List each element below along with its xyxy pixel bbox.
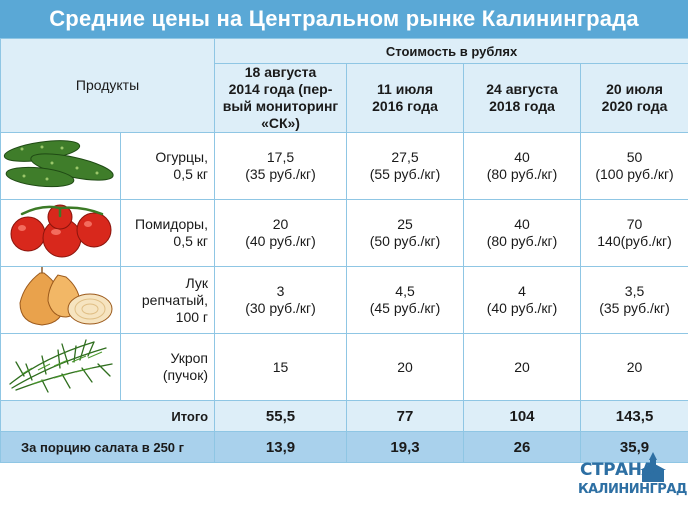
table-row: Огурцы, 0,5 кг 17,5 (35 руб./кг) 27,5 (55 … (0, 132, 688, 200)
date-header-2020: 20 июля 2020 года (580, 63, 688, 133)
brand-logo: СТРАНА КАЛИНИНГРАД (578, 452, 687, 502)
price-cell: 20 (40 руб./кг) (214, 199, 348, 267)
currency-header: Стоимость в рублях (214, 38, 688, 64)
title-bar: Средние цены на Центральном рынке Калини… (0, 0, 688, 38)
price-cell: 3,5 (35 руб./кг) (580, 266, 688, 334)
portion-label: За порцию салата в 250 г (0, 431, 216, 463)
portion-row: За порцию салата в 250 г 13,9 19,3 26 35… (0, 431, 688, 463)
table-row: Помидоры, 0,5 кг 20 (40 руб./кг) 25 (50 ру… (0, 199, 688, 267)
onion-icon (0, 266, 121, 334)
tomato-icon (0, 199, 121, 267)
price-cell: 40 (80 руб./кг) (463, 199, 582, 267)
total-row: Итого 55,5 77 104 143,5 (0, 400, 688, 432)
portion-cell: 35,9 (580, 431, 688, 463)
table-row: Лук репчатый, 100 г 3 (30 руб./кг) 4,5 (45… (0, 266, 688, 334)
products-header: Продукты (0, 38, 216, 133)
total-cell: 143,5 (580, 400, 688, 432)
logo-line-1: СТРАНА (580, 460, 655, 480)
price-cell: 20 (580, 333, 688, 401)
dill-icon (0, 333, 121, 401)
price-cell: 70 140(руб./кг) (580, 199, 688, 267)
product-name-tomatoes: Помидоры, 0,5 кг (119, 199, 216, 267)
price-cell: 20 (346, 333, 465, 401)
price-cell: 25 (50 руб./кг) (346, 199, 465, 267)
total-cell: 104 (463, 400, 582, 432)
date-header-2014: 18 августа 2014 года (пер- вый мониторин… (214, 63, 348, 133)
total-cell: 55,5 (214, 400, 348, 432)
price-cell: 3 (30 руб./кг) (214, 266, 348, 334)
price-table: Продукты Стоимость в рублях 18 августа 2… (0, 38, 688, 463)
price-cell: 15 (214, 333, 348, 401)
church-icon (640, 452, 666, 482)
total-cell: 77 (346, 400, 465, 432)
date-header-2018: 24 августа 2018 года (463, 63, 582, 133)
product-name-dill: Укроп (пучок) (119, 333, 216, 401)
price-cell: 50 (100 руб./кг) (580, 132, 688, 200)
price-cell: 27,5 (55 руб./кг) (346, 132, 465, 200)
total-label: Итого (0, 400, 216, 432)
table-row: Укроп (пучок) 15 20 20 20 (0, 333, 688, 401)
cucumber-icon (0, 132, 121, 200)
product-name-cucumbers: Огурцы, 0,5 кг (119, 132, 216, 200)
price-cell: 4 (40 руб./кг) (463, 266, 582, 334)
page-title: Средние цены на Центральном рынке Калини… (49, 6, 639, 31)
product-name-onion: Лук репчатый, 100 г (119, 266, 216, 334)
price-cell: 4,5 (45 руб./кг) (346, 266, 465, 334)
logo-line-2: КАЛИНИНГРАД (578, 482, 687, 497)
price-cell: 17,5 (35 руб./кг) (214, 132, 348, 200)
portion-cell: 26 (463, 431, 582, 463)
date-header-2016: 11 июля 2016 года (346, 63, 465, 133)
portion-cell: 13,9 (214, 431, 348, 463)
price-cell: 40 (80 руб./кг) (463, 132, 582, 200)
portion-cell: 19,3 (346, 431, 465, 463)
price-cell: 20 (463, 333, 582, 401)
